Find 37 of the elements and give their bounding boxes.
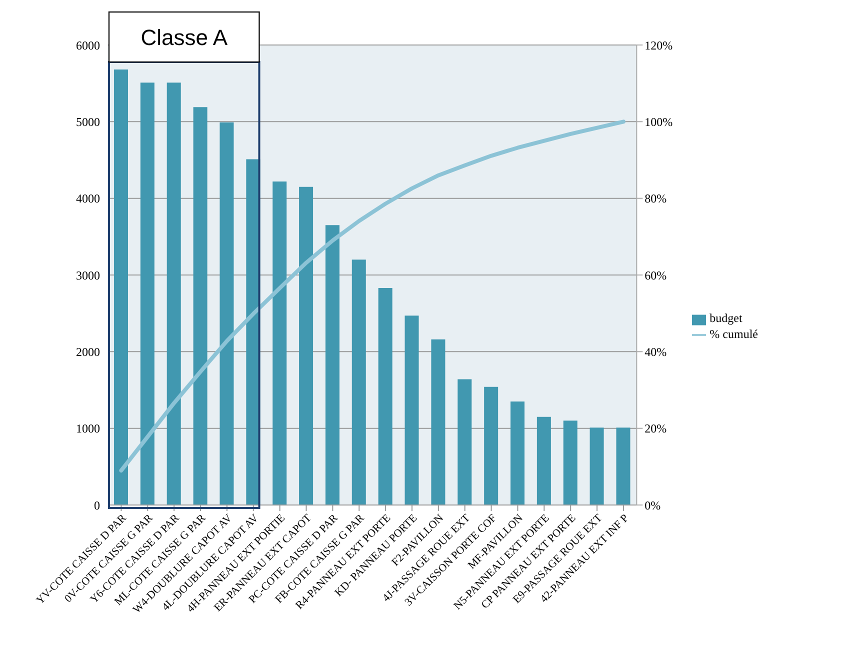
bar bbox=[193, 107, 208, 505]
legend-label: budget bbox=[710, 311, 742, 326]
bar bbox=[510, 402, 525, 505]
y2-tick-label: 0% bbox=[644, 498, 661, 512]
annotation: Classe A bbox=[140, 25, 228, 50]
bar bbox=[563, 420, 578, 505]
y2-tick-label: 20% bbox=[644, 422, 667, 436]
y2-tick-label: 80% bbox=[644, 192, 667, 206]
bar bbox=[140, 82, 154, 505]
legend-label: % cumulé bbox=[710, 326, 758, 340]
bar bbox=[484, 386, 498, 505]
y-tick-label: 2000 bbox=[76, 344, 100, 359]
line-series bbox=[119, 120, 626, 472]
bar bbox=[458, 379, 472, 505]
bar bbox=[325, 225, 340, 505]
bar bbox=[590, 428, 604, 505]
bar bbox=[616, 428, 630, 505]
y-tick-label: 6000 bbox=[76, 38, 100, 52]
y-tick-label: 5000 bbox=[76, 114, 100, 129]
y-tick-label: 1000 bbox=[76, 422, 100, 436]
bar bbox=[378, 288, 392, 505]
bar bbox=[352, 260, 366, 505]
bar bbox=[114, 70, 128, 505]
bar bbox=[272, 181, 287, 505]
bar bbox=[431, 339, 446, 505]
y-tick-label: 4000 bbox=[76, 192, 100, 206]
bar bbox=[404, 316, 419, 505]
bar bbox=[536, 416, 551, 505]
bar bbox=[299, 186, 314, 505]
y-tick-label: 0 bbox=[94, 498, 100, 512]
y2-tick-label: 100% bbox=[644, 114, 673, 129]
bar bbox=[220, 122, 234, 505]
bar bbox=[166, 82, 181, 505]
y2-tick-label: 60% bbox=[644, 268, 667, 282]
y2-tick-label: 40% bbox=[644, 344, 667, 359]
y-tick-label: 3000 bbox=[76, 268, 100, 282]
y2-tick-label: 120% bbox=[644, 38, 673, 52]
